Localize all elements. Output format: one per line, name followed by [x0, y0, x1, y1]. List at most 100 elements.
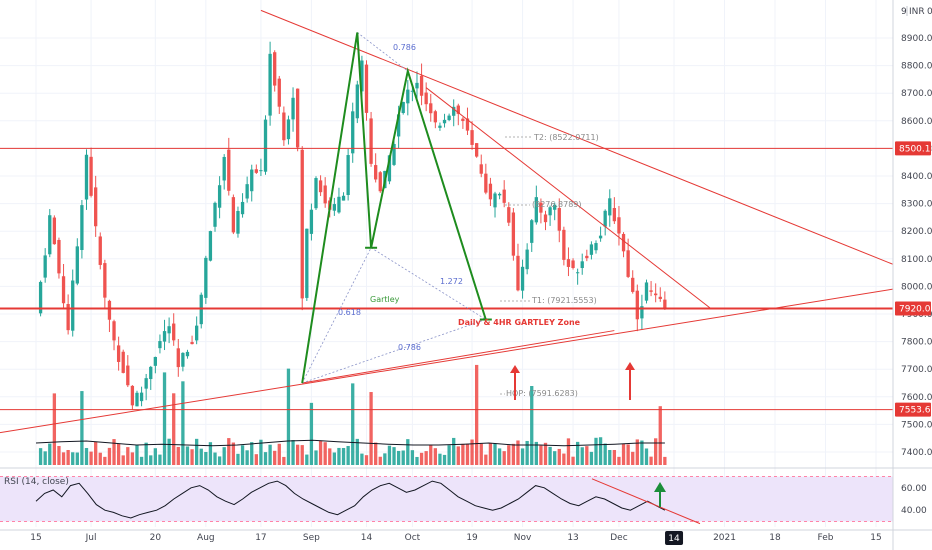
- candle-body-98: [484, 173, 488, 193]
- volume-bar-71: [360, 453, 364, 465]
- rsi-pane: RSI (14, close): [0, 467, 932, 525]
- candle-body-135: [654, 293, 658, 296]
- candle-body-56: [291, 97, 295, 120]
- candle-122: [594, 240, 598, 254]
- candle-72: [364, 60, 369, 121]
- volume-bars: [35, 364, 667, 465]
- candle-body-127: [617, 217, 621, 234]
- candle-body-117: [571, 260, 575, 269]
- price-level-tag-2: [895, 402, 931, 417]
- candle-body-93: [461, 118, 465, 122]
- volume-bar-92: [456, 446, 460, 465]
- candle-96: [475, 143, 479, 158]
- candle-body-44: [236, 210, 240, 234]
- x-tick-label-14: 18: [769, 533, 781, 543]
- y-tick-label-9: 8300.00: [901, 200, 932, 210]
- volume-bar-106: [520, 448, 525, 465]
- candle-body-31: [176, 348, 180, 368]
- candle-17: [112, 319, 116, 351]
- candle-29: [167, 317, 171, 344]
- candle-70: [355, 80, 359, 124]
- y-tick-label-4: 7800.00: [901, 338, 932, 348]
- trendline-steep-resistance: [425, 87, 712, 309]
- trendlines: [0, 9, 894, 434]
- volume-bar-88: [438, 453, 442, 465]
- volume-bar-19: [121, 455, 125, 465]
- candle-body-90: [447, 115, 451, 121]
- x-tick-label-4: 17: [255, 533, 266, 543]
- volume-bar-2: [43, 451, 47, 465]
- candle-body-86: [429, 103, 433, 114]
- candle-13: [94, 175, 98, 237]
- candle-116: [566, 247, 571, 277]
- annotation-6: (8276.8789): [532, 200, 582, 209]
- candle-body-104: [511, 212, 516, 256]
- candle-body-67: [341, 195, 346, 201]
- candle-128: [621, 232, 626, 258]
- volume-bar-97: [479, 443, 483, 465]
- candle-135: [654, 283, 658, 303]
- volume-bar-1: [38, 448, 43, 465]
- candle-body-15: [103, 263, 107, 298]
- candle-body-1: [38, 281, 43, 314]
- volume-bar-113: [553, 451, 557, 465]
- candle-46: [245, 176, 249, 203]
- volume-bar-11: [84, 447, 89, 465]
- candle-body-80: [401, 101, 405, 114]
- candle-body-21: [130, 385, 135, 406]
- volume-bar-120: [585, 446, 589, 465]
- volume-bar-100: [493, 443, 497, 465]
- gartley-pattern: [301, 32, 492, 384]
- candle-body-113: [553, 204, 557, 210]
- candle-body-97: [479, 164, 483, 174]
- candle-body-32: [181, 352, 185, 367]
- volume-bar-37: [204, 451, 208, 465]
- candle-body-106: [520, 266, 525, 291]
- rsi-band: [0, 476, 893, 522]
- volume-bar-57: [295, 444, 300, 465]
- candle-11: [84, 149, 89, 210]
- candle-100: [493, 191, 497, 218]
- candle-104: [511, 208, 516, 261]
- candle-body-40: [217, 185, 222, 208]
- candle-body-55: [286, 119, 291, 140]
- candle-body-78: [392, 143, 396, 165]
- volume-bar-34: [190, 449, 194, 465]
- candle-4: [52, 215, 57, 245]
- volume-bar-42: [227, 438, 231, 465]
- candle-body-92: [456, 105, 460, 114]
- candle-body-39: [213, 202, 217, 227]
- candle-88: [438, 122, 442, 131]
- candle-body-95: [470, 130, 474, 145]
- candle-body-111: [543, 214, 548, 223]
- candle-body-88: [438, 125, 442, 128]
- volume-bar-45: [240, 445, 245, 465]
- volume-bar-66: [337, 447, 341, 465]
- volume-bar-29: [167, 438, 171, 465]
- candle-body-131: [635, 290, 639, 320]
- candle-body-8: [71, 280, 75, 331]
- volume-bar-111: [543, 442, 548, 465]
- candle-94: [465, 107, 470, 136]
- candle-body-73: [369, 118, 373, 164]
- candle-108: [530, 218, 534, 252]
- candle-41: [222, 154, 226, 190]
- price-level-tag-0: [895, 141, 931, 156]
- candle-58: [300, 146, 304, 311]
- volume-bar-89: [442, 454, 447, 465]
- candle-110: [539, 198, 543, 224]
- candle-body-9: [75, 246, 79, 284]
- candle-95: [470, 121, 474, 150]
- candle-78: [392, 138, 396, 167]
- candle-body-69: [351, 111, 355, 154]
- volume-bar-14: [98, 452, 102, 465]
- candle-60: [309, 203, 314, 241]
- volume-bar-62: [318, 440, 323, 465]
- candle-body-120: [585, 255, 589, 259]
- candle-body-54: [282, 112, 286, 141]
- candle-1: [38, 280, 43, 317]
- candle-9: [75, 238, 79, 286]
- candle-body-68: [346, 155, 350, 196]
- volume-bar-137: [663, 456, 667, 465]
